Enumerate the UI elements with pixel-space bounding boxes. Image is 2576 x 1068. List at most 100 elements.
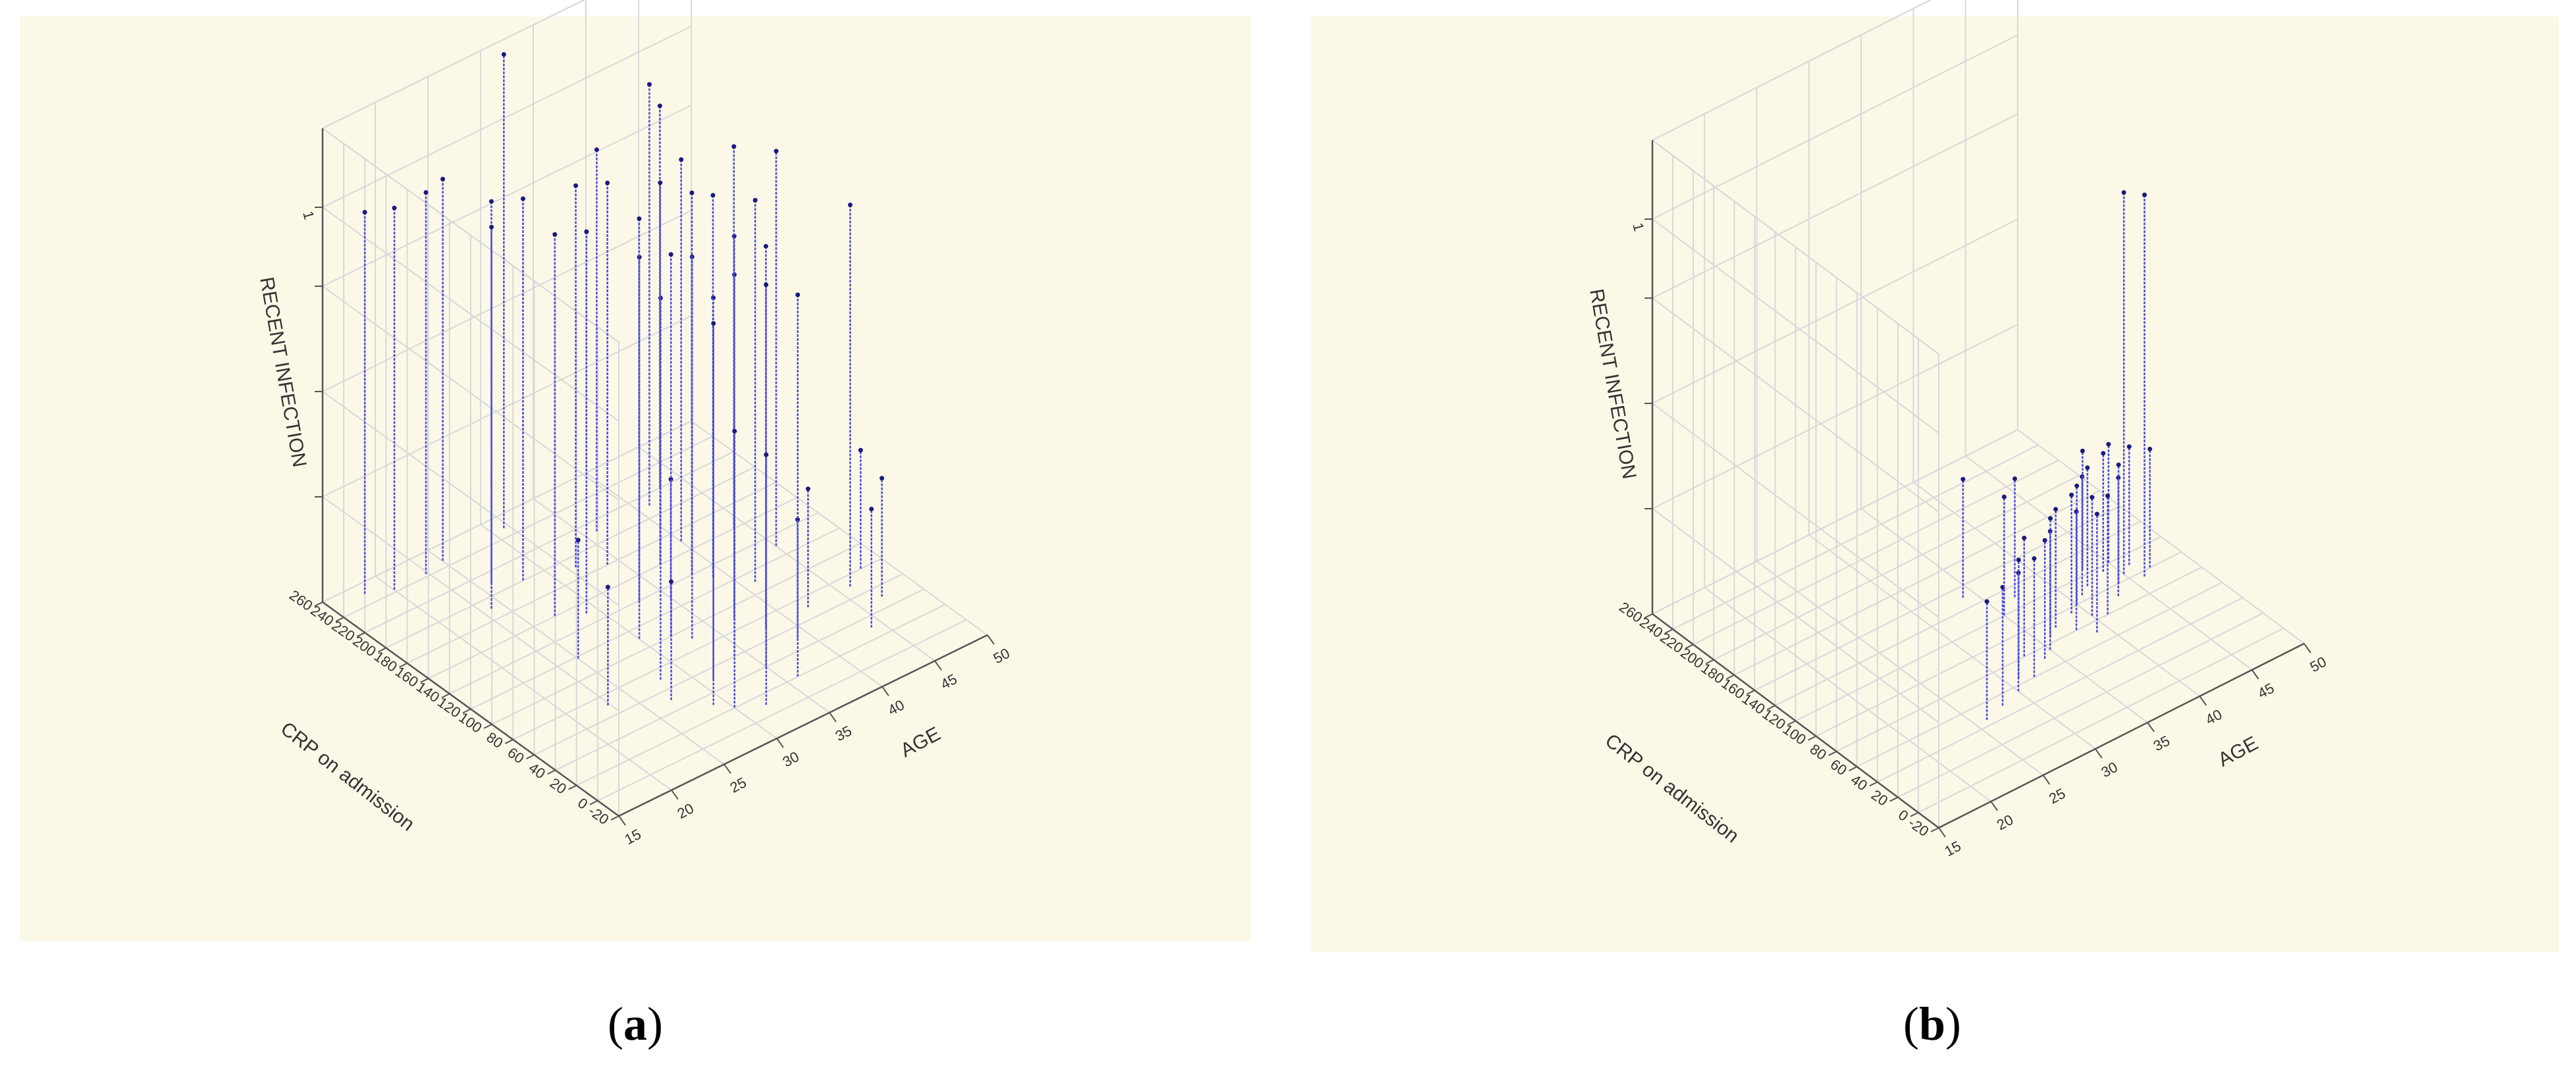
gridline: [1693, 459, 2059, 646]
data-point: [2022, 536, 2027, 541]
x-tick: [776, 738, 784, 748]
y-tick: [1787, 720, 1796, 726]
y-tick: [1910, 811, 1919, 817]
gridline: [1652, 0, 1932, 141]
plot-background: [1311, 16, 2559, 952]
y-tick: [399, 662, 408, 668]
data-point: [440, 176, 446, 182]
gridline: [576, 603, 946, 786]
z-tick-label: 1: [300, 209, 317, 221]
z-tick-label: 1: [1629, 221, 1647, 233]
gridline: [1652, 403, 1939, 618]
y-tick: [1869, 781, 1878, 787]
panel-label: a: [623, 998, 647, 1050]
data-point: [774, 149, 779, 154]
gridline: [1733, 490, 2100, 676]
data-point: [657, 103, 662, 109]
y-tick: [1725, 674, 1735, 680]
box-edge: [1652, 140, 1939, 355]
x-axis-title: AGE: [897, 723, 944, 762]
y-axis-title: CRP on admission: [276, 718, 419, 836]
box-edge: [1652, 0, 1932, 141]
y-tick: [610, 815, 619, 821]
data-point: [2042, 538, 2047, 543]
data-point: [880, 476, 885, 481]
y-tick-label: -20: [1905, 814, 1932, 840]
gridline: [1897, 612, 2264, 798]
y-tick: [1808, 735, 1817, 741]
y-tick: [377, 647, 386, 653]
y-tick: [441, 693, 450, 699]
box-edge: [322, 0, 586, 129]
data-point: [575, 538, 581, 543]
data-point: [2001, 494, 2007, 499]
data-point: [594, 147, 599, 152]
x-tick-label: 25: [727, 774, 749, 796]
y-tick: [1828, 751, 1837, 756]
gridline: [364, 451, 734, 634]
x-tick-label: 15: [622, 826, 644, 848]
data-point: [2094, 511, 2099, 517]
gridline: [343, 436, 713, 619]
gridline: [1856, 582, 2223, 768]
data-point: [795, 292, 801, 297]
x-tick: [829, 712, 837, 723]
z-axis-title: RECENT INFECTION: [255, 275, 310, 469]
data-point: [711, 320, 716, 326]
gridline: [1652, 34, 2018, 220]
data-point: [805, 486, 810, 492]
data-point: [764, 282, 769, 288]
x-tick: [1990, 801, 1999, 811]
z-axis-title: RECENT INFECTION: [1585, 287, 1640, 480]
panel-caption: (a): [608, 998, 663, 1050]
data-point: [2012, 476, 2017, 481]
gridline: [428, 497, 798, 679]
data-point: [2105, 494, 2111, 499]
gridline: [322, 0, 586, 129]
data-point: [752, 197, 758, 203]
gridline: [1713, 474, 2080, 661]
x-axis-title: AGE: [2215, 732, 2261, 771]
x-tick: [2303, 643, 2311, 653]
gridline: [1652, 218, 2018, 404]
x-tick: [934, 660, 942, 671]
y-tick: [1644, 613, 1653, 619]
data-point: [795, 517, 801, 522]
data-point: [763, 243, 768, 249]
gridline: [512, 558, 882, 740]
data-point: [2053, 507, 2059, 512]
gridline: [555, 588, 925, 771]
data-point: [658, 180, 663, 186]
gridline: [322, 420, 692, 603]
data-point: [362, 210, 367, 215]
data-point: [2085, 465, 2090, 470]
x-tick: [987, 634, 995, 645]
x-tick-label: 45: [938, 671, 960, 693]
gridline: [1877, 597, 2244, 783]
x-tick-label: 50: [991, 645, 1012, 667]
gridline: [470, 527, 840, 710]
data-point: [637, 255, 642, 260]
x-tick-label: 35: [2151, 732, 2172, 755]
y-tick: [335, 617, 344, 623]
data-point: [689, 190, 695, 195]
x-tick-label: 50: [2307, 653, 2329, 676]
y-tick: [1705, 659, 1714, 665]
data-point: [2116, 475, 2121, 480]
data-point: [2080, 448, 2085, 453]
y-tick: [1746, 690, 1755, 695]
gridline: [491, 542, 861, 725]
data-point: [2121, 190, 2126, 195]
y-tick-label: 0: [575, 794, 591, 813]
x-tick-label: 15: [1942, 838, 1964, 860]
gridline: [385, 466, 755, 649]
data-point: [869, 507, 874, 512]
data-point: [710, 193, 716, 198]
data-point: [2106, 442, 2111, 447]
data-point: [2032, 556, 2037, 561]
data-point: [573, 183, 579, 188]
data-point: [679, 157, 684, 162]
y-tick: [547, 769, 556, 775]
gridline: [597, 619, 967, 801]
y-tick: [1930, 827, 1939, 832]
